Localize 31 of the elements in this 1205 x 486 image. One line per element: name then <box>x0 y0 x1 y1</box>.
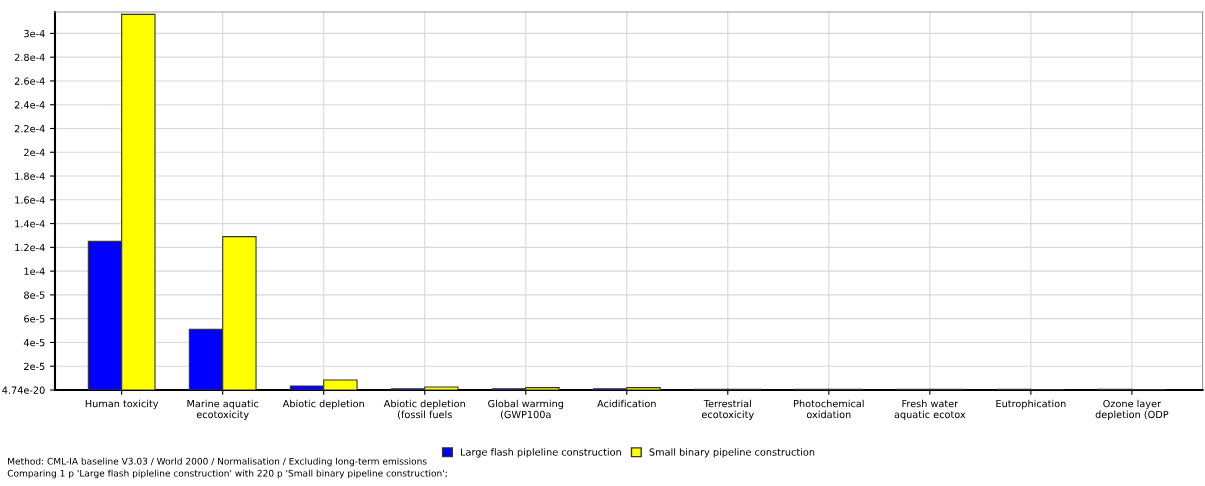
y-tick-label: 1e-4 <box>24 267 45 275</box>
y-tick-label: 8e-5 <box>24 291 45 299</box>
y-tick-label: 4.74e-20 <box>2 386 45 394</box>
x-tick-label: Human toxicity <box>85 399 159 410</box>
y-tick-label: 2.6e-4 <box>14 77 45 85</box>
y-tick-label: 1.6e-4 <box>15 196 45 204</box>
y-tick-label: 1.2e-4 <box>15 243 45 252</box>
y-tick-label: 2.4e-4 <box>14 101 45 109</box>
x-tick-label: Eutrophication <box>996 399 1066 410</box>
y-tick-label: 4e-5 <box>23 339 45 347</box>
y-tick-label: 1.4e-4 <box>15 220 45 228</box>
legend-label: Small binary pipeline construction <box>649 448 815 458</box>
text: Comparing 1 p 'Large flash pipleline construction' with 220 p 'Small binary pipeline construction'; <box>7 469 447 479</box>
x-tick-label: Abiotic depletion (fossil fuels <box>383 399 465 420</box>
y-tick-label: 6e-5 <box>24 315 45 323</box>
x-tick-label: Photochemical oxidation <box>794 399 864 419</box>
x-tick-label: Marine aquatic ecotoxicity <box>187 399 259 421</box>
legend-label: Large flash pipleline construction <box>461 448 621 458</box>
x-tick-label: Acidification <box>597 399 656 408</box>
y-tick-label: 3e-4 <box>24 29 45 38</box>
y-tick-label: 2e-5 <box>24 362 45 371</box>
y-tick-label: 2.2e-4 <box>14 124 45 133</box>
x-tick-label: Fresh water aquatic ecotox <box>894 399 966 421</box>
x-tick-label: Ozone layer depletion (ODP <box>1095 399 1169 421</box>
x-tick-label: Terrestrial ecotoxicity <box>701 399 754 421</box>
x-tick-label: Global warming (GWP100a <box>488 399 564 420</box>
y-tick-label: 2e-4 <box>24 148 45 157</box>
x-tick-label: Abiotic depletion <box>282 399 364 410</box>
text: Method: CML-IA baseline V3.03 / World 2000 / Normalisation / Excluding long-term emissions <box>8 457 427 467</box>
y-tick-label: 1.8e-4 <box>15 172 45 180</box>
y-tick-label: 2.8e-4 <box>14 53 45 61</box>
